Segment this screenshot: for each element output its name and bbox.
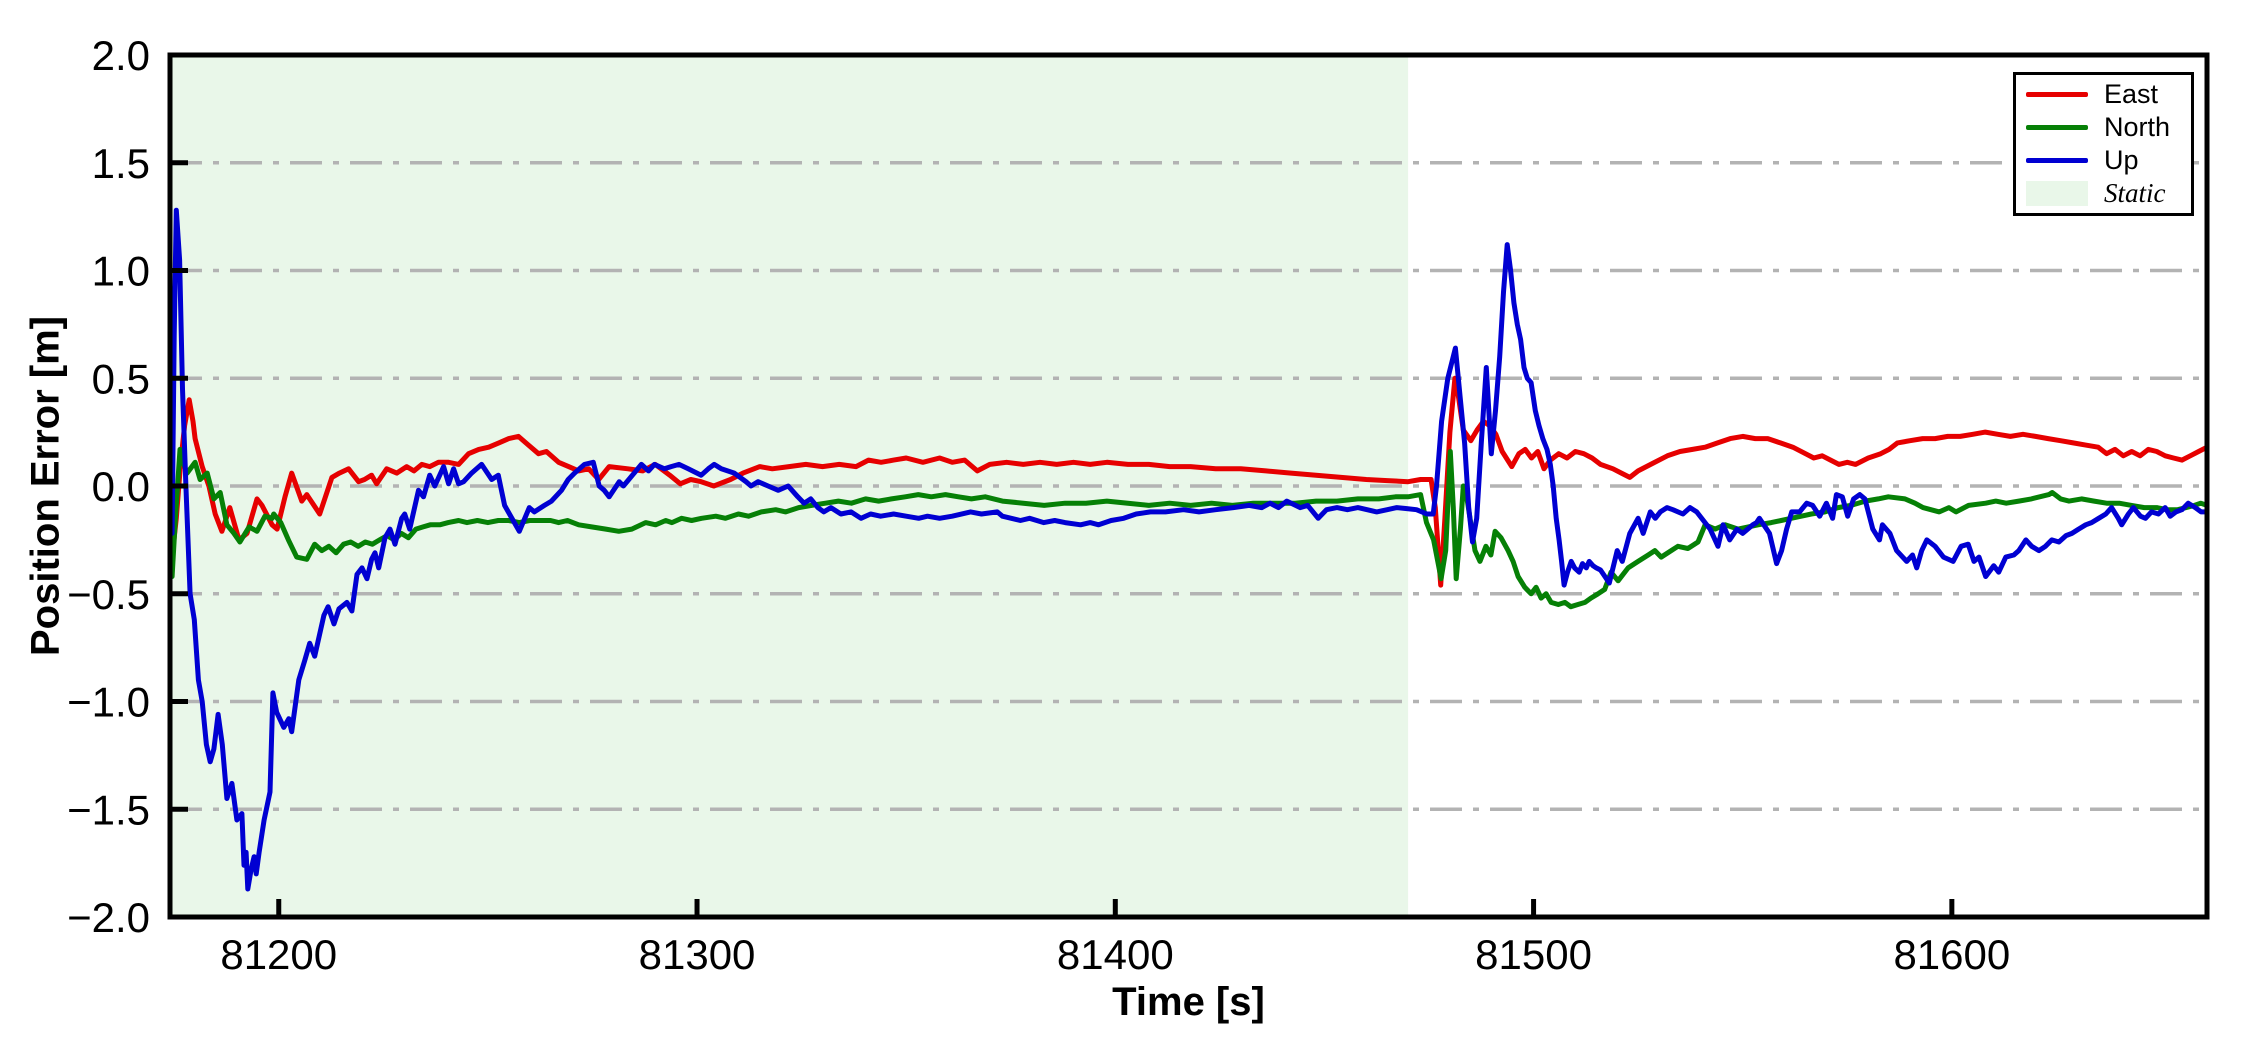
legend-label-up: Up	[2104, 145, 2139, 175]
y-tick-label: 0.0	[92, 463, 150, 510]
legend-item-up: Up	[2026, 145, 2185, 176]
legend-label-east: East	[2104, 79, 2159, 109]
x-axis-title: Time [s]	[1112, 980, 1265, 1024]
y-tick-label: 0.5	[92, 355, 150, 402]
static-region-swatch	[2026, 181, 2088, 206]
y-tick-label: −0.5	[67, 571, 150, 618]
series-east-line	[169, 375, 2210, 588]
east-line-swatch	[2026, 92, 2088, 97]
y-tick-label: 1.0	[92, 248, 150, 295]
series-up-line	[169, 207, 2210, 892]
legend-label-north: North	[2104, 112, 2171, 142]
x-tick-label: 81200	[220, 931, 337, 978]
y-tick-label: −1.5	[67, 786, 150, 833]
y-tick-label: 2.0	[92, 32, 150, 79]
y-tick-label: −1.0	[67, 679, 150, 726]
up-line-swatch	[2026, 158, 2088, 163]
y-tick-label: −2.0	[67, 894, 150, 941]
x-tick-label: 81400	[1057, 931, 1174, 978]
legend-item-north: North	[2026, 112, 2185, 143]
y-tick-label: 1.5	[92, 140, 150, 187]
legend-item-east: East	[2026, 79, 2185, 110]
x-tick-label: 81300	[639, 931, 756, 978]
north-line-swatch	[2026, 125, 2088, 130]
legend: East North Up Static	[2013, 72, 2194, 216]
x-tick-label: 81500	[1475, 931, 1592, 978]
legend-item-static: Static	[2026, 178, 2185, 209]
y-axis-title: Position Error [m]	[23, 315, 68, 657]
legend-label-static: Static	[2104, 178, 2166, 208]
x-tick-label: 81600	[1893, 931, 2010, 978]
